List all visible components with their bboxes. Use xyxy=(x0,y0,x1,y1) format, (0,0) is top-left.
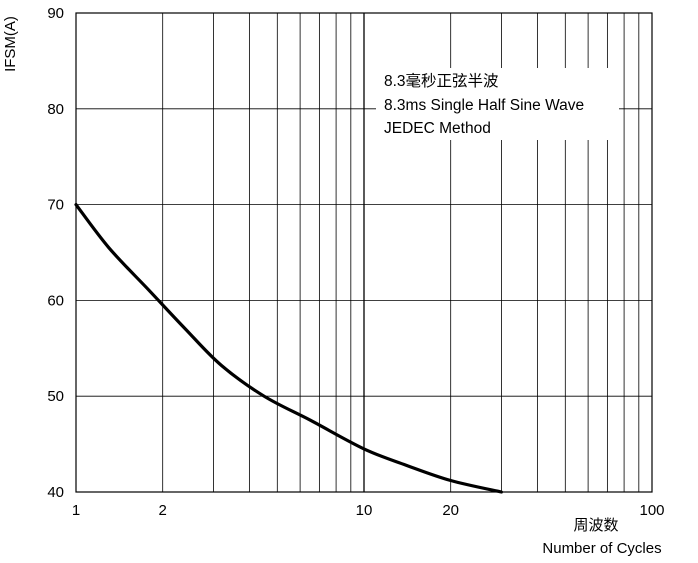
y-tick-label: 80 xyxy=(47,101,64,118)
annotation-line-1: 8.3毫秒正弦半波 xyxy=(384,71,499,90)
annotation-line-2: 8.3ms Single Half Sine Wave xyxy=(384,97,584,114)
y-axis-label: IFSM(A) xyxy=(2,16,19,72)
x-tick-label: 10 xyxy=(356,502,373,519)
x-tick-label: 1 xyxy=(72,502,80,519)
x-tick-label: 100 xyxy=(639,502,664,519)
x-axis-label-cn: 周波数 xyxy=(573,517,618,534)
y-tick-label: 50 xyxy=(47,388,64,405)
annotation-line-3: JEDEC Method xyxy=(384,120,491,137)
x-axis-ticks: 1 2 10 20 100 xyxy=(72,502,665,519)
y-tick-label: 70 xyxy=(47,197,64,214)
x-axis-label: Number of Cycles xyxy=(542,540,661,557)
series-curve xyxy=(74,203,503,494)
y-tick-label: 60 xyxy=(47,292,64,309)
x-tick-label: 2 xyxy=(159,502,167,519)
annotation-background xyxy=(376,68,619,140)
plot-frame xyxy=(75,12,653,493)
y-tick-label: 40 xyxy=(47,484,64,501)
x-tick-label: 20 xyxy=(442,502,459,519)
y-tick-label: 90 xyxy=(47,5,64,22)
y-axis-ticks: 40 50 60 70 80 90 xyxy=(47,5,64,501)
